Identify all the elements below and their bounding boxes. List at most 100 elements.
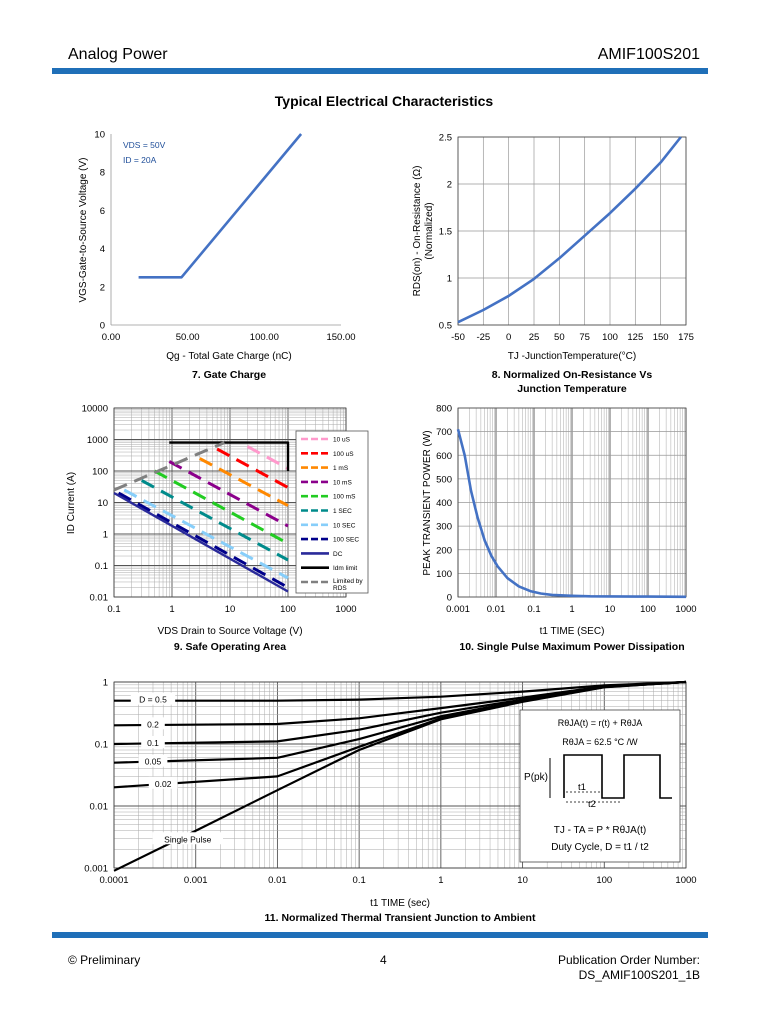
pulse-caption: 10. Single Pulse Maximum Power Dissipati…	[459, 641, 684, 653]
soa-legend-label: 1 SEC	[333, 508, 352, 515]
thermal-x-tick-label: 0.1	[353, 875, 366, 886]
soa-y-tick-label: 1	[103, 530, 108, 541]
header-part-number: AMIF100S201	[597, 46, 700, 63]
rdson-x-tick-label: 50	[554, 332, 565, 343]
thermal-inset-line1: RθJA(t) = r(t) + RθJA	[558, 718, 643, 728]
thermal-x-tick-label: 0.0001	[99, 875, 128, 886]
rdson-x-tick-label: 100	[602, 332, 618, 343]
soa-y-tick-label: 10	[97, 498, 108, 509]
thermal-series-label-bg-1	[141, 717, 165, 730]
soa-legend-label: 10 uS	[333, 437, 351, 444]
soa-legend-label: 100 uS	[333, 451, 354, 458]
page-title: Typical Electrical Characteristics	[274, 93, 494, 109]
soa-x-tick-label: 1000	[335, 604, 356, 615]
footer-preliminary: © Preliminary	[68, 953, 141, 967]
soa-series-0	[246, 445, 289, 470]
soa-series-9	[169, 441, 290, 471]
thermal-inset-line3: TJ - TA = P * RθJA(t)	[554, 825, 647, 836]
thermal-series-label-bg-4	[148, 776, 178, 789]
gate-y-axis-label: VGS-Gate-to-Source Voltage (V)	[78, 157, 89, 302]
soa-legend	[295, 430, 369, 594]
pulse-y-tick-label: 100	[436, 569, 452, 580]
soa-legend-label: RDS	[333, 585, 347, 592]
rdson-y-tick-label: 1.5	[439, 227, 452, 238]
gate-x-tick-label: 50.00	[176, 332, 200, 343]
thermal-series-label-0: D = 0.5	[139, 695, 167, 705]
thermal-series-5	[113, 680, 687, 872]
pulse-y-tick-label: 300	[436, 522, 452, 533]
gate-caption: 7. Gate Charge	[192, 369, 266, 381]
thermal-x-tick-label: 1000	[675, 875, 696, 886]
thermal-series-label-bg-3	[138, 754, 168, 767]
thermal-series-label-4: 0.02	[155, 779, 172, 789]
soa-y-tick-label: 100	[92, 467, 108, 478]
gate-annotation-vds: VDS = 50V	[123, 140, 166, 150]
thermal-inset-ppk: P(pk)	[524, 772, 548, 783]
gate-y-tick-label: 10	[94, 130, 105, 141]
footer-accent-bar	[52, 932, 708, 938]
rdson-y-tick-label: 2.5	[439, 133, 452, 144]
thermal-x-tick-label: 0.001	[184, 875, 208, 886]
gate-y-tick-label: 6	[100, 206, 105, 217]
gate-x-tick-label: 100.00	[250, 332, 279, 343]
footer-publication: Publication Order Number: DS_AMIF100S201…	[558, 953, 700, 983]
thermal-x-tick-label: 1	[438, 875, 443, 886]
pulse-x-tick-label: 10	[605, 604, 616, 615]
soa-x-tick-label: 100	[280, 604, 296, 615]
pulse-y-tick-label: 200	[436, 545, 452, 556]
gate-x-tick-label: 0.00	[102, 332, 121, 343]
thermal-x-tick-label: 0.01	[268, 875, 287, 886]
soa-legend-label: DC	[333, 551, 343, 558]
thermal-y-tick-label: 0.1	[95, 740, 108, 751]
gate-y-tick-label: 4	[100, 244, 105, 255]
thermal-series-label-5: Single Pulse	[164, 834, 212, 844]
pulse-y-tick-label: 400	[436, 498, 452, 509]
soa-series-10	[113, 441, 225, 492]
soa-legend-label: 1 mS	[333, 465, 349, 472]
soa-y-tick-label: 1000	[87, 435, 108, 446]
soa-x-tick-label: 0.1	[107, 604, 120, 615]
pulse-y-tick-label: 500	[436, 474, 452, 485]
soa-legend-label: Limited by	[333, 578, 363, 585]
thermal-inset-box	[519, 709, 681, 863]
soa-series-7	[117, 491, 289, 589]
thermal-x-axis-label: t1 TIME (sec)	[370, 898, 430, 909]
pulse-y-tick-label: 800	[436, 404, 452, 415]
pulse-y-tick-label: 600	[436, 451, 452, 462]
thermal-x-tick-label: 10	[517, 875, 528, 886]
thermal-inset-t2: t2	[588, 799, 596, 810]
thermal-series-label-bg-2	[141, 736, 165, 748]
pulse-y-tick-label: 0	[447, 593, 452, 604]
rdson-x-tick-label: 125	[627, 332, 643, 343]
rdson-y-tick-label: 2	[447, 180, 452, 191]
rdson-x-tick-label: -50	[451, 332, 465, 343]
rdson-y-tick-label: 0.5	[439, 321, 452, 332]
soa-y-tick-label: 0.1	[95, 561, 108, 572]
thermal-series-label-bg-5	[152, 832, 223, 845]
soa-legend-label: Idm limit	[333, 565, 357, 572]
soa-caption: 9. Safe Operating Area	[174, 641, 286, 653]
pulse-y-axis-label: PEAK TRANSIENT POWER (W)	[422, 430, 433, 575]
pulse-x-tick-label: 0.001	[446, 604, 470, 615]
thermal-series-label-2: 0.1	[147, 738, 159, 748]
soa-series-8	[113, 491, 289, 593]
soa-legend-label: 10 mS	[333, 479, 352, 486]
gate-series-0	[138, 133, 303, 279]
rdson-y-axis-label-sub: (Normalized)	[424, 202, 435, 259]
thermal-series-label-1: 0.2	[147, 719, 159, 729]
rdson-y-tick-label: 1	[447, 274, 452, 285]
pulse-x-tick-label: 100	[640, 604, 656, 615]
thermal-y-tick-label: 0.001	[84, 864, 108, 875]
soa-x-tick-label: 1	[169, 604, 174, 615]
gate-annotation-id: ID = 20A	[123, 155, 157, 165]
soa-x-tick-label: 10	[225, 604, 236, 615]
gate-x-axis-label: Qg - Total Gate Charge (nC)	[166, 351, 291, 362]
header-company: Analog Power	[68, 46, 168, 63]
pulse-x-tick-label: 1000	[675, 604, 696, 615]
rdson-x-tick-label: 150	[653, 332, 669, 343]
thermal-inset-t1: t1	[578, 782, 586, 793]
soa-legend-label: 100 SEC	[333, 537, 359, 544]
thermal-inset-line2: RθJA = 62.5 °C /W	[562, 737, 638, 747]
gate-y-tick-label: 0	[100, 321, 105, 332]
